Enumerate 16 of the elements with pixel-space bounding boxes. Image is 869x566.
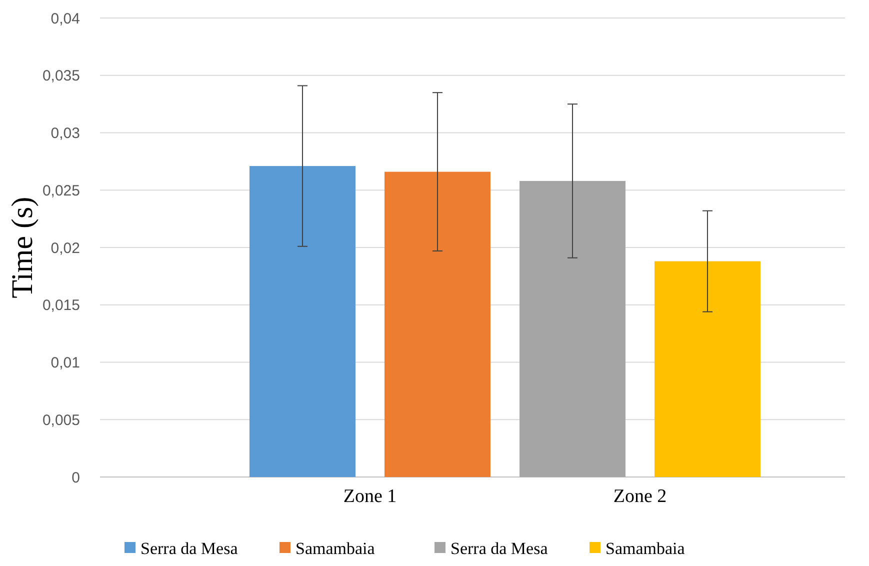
y-tick-label: 0,02 [50, 240, 80, 257]
x-tick-label: Zone 2 [613, 486, 667, 507]
legend-label: Serra da Mesa [140, 538, 238, 558]
y-tick-label: 0,03 [50, 125, 80, 142]
legend-label: Samambaia [606, 538, 686, 558]
y-tick-label: 0,04 [50, 10, 80, 28]
y-tick-label: 0,015 [42, 297, 80, 314]
legend-label: Samambaia [296, 538, 376, 558]
y-tick-label: 0,01 [50, 354, 80, 372]
y-axis-title: Time (s) [6, 196, 39, 298]
x-tick-label: Zone 1 [343, 486, 397, 507]
y-tick-label: 0,025 [42, 182, 80, 200]
y-tick-label: 0 [72, 469, 80, 486]
legend-label: Serra da Mesa [450, 538, 548, 558]
y-tick-label: 0,035 [42, 68, 80, 85]
y-tick-label: 0,005 [42, 412, 80, 429]
